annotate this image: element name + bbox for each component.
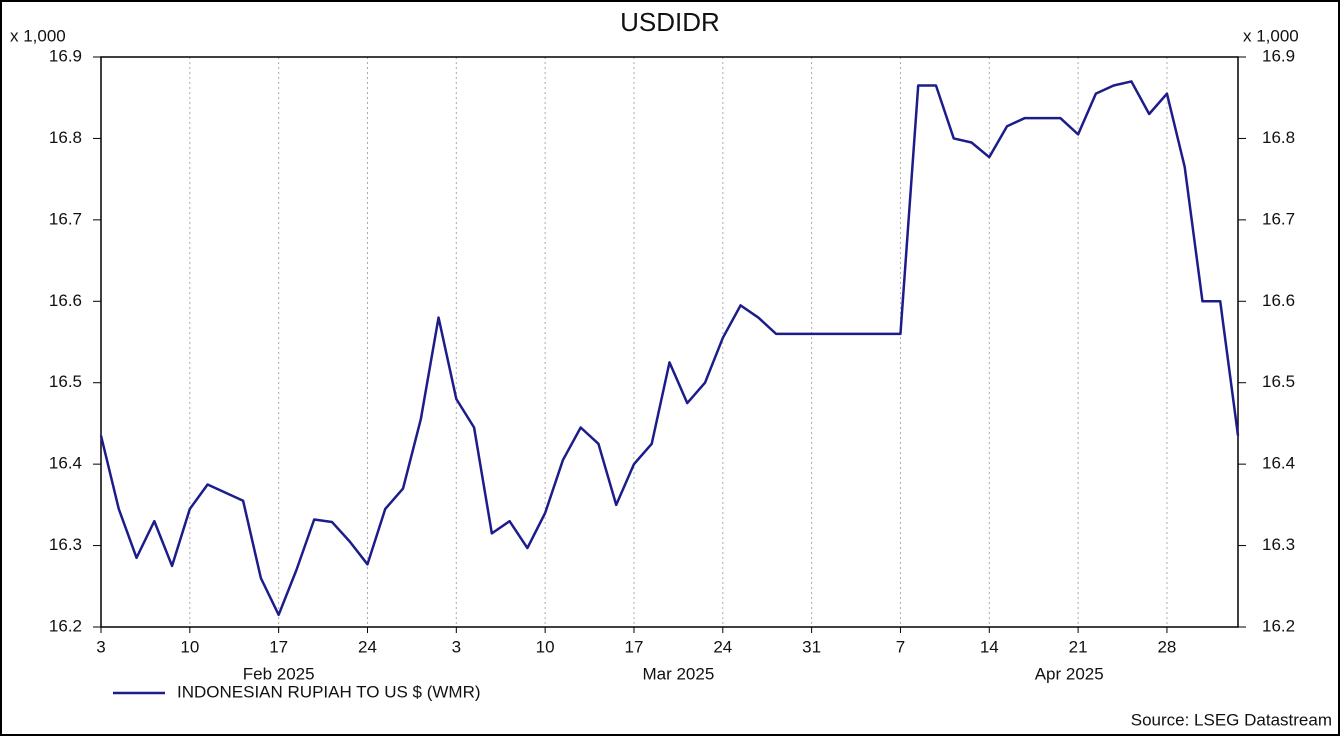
plot-frame: [100, 56, 1239, 628]
x-tick-label: 10: [180, 637, 199, 656]
y-tick-label: 16.6: [1262, 291, 1295, 310]
x-tick-label: 21: [1069, 637, 1088, 656]
y-tick-label: 16.8: [49, 128, 82, 147]
x-tick-label: 3: [96, 637, 105, 656]
y-tick-label: 16.9: [1262, 46, 1295, 65]
y-tick-label: 16.6: [49, 291, 82, 310]
y-tick-label: 16.3: [49, 535, 82, 554]
x-tick-label: 3: [452, 637, 461, 656]
x-tick-label: 31: [802, 637, 821, 656]
x-tick-label: 24: [713, 637, 732, 656]
month-label: Feb 2025: [243, 664, 315, 683]
y-tick-label: 16.7: [49, 209, 82, 228]
x-tick-label: 10: [536, 637, 555, 656]
y-tick-label: 16.4: [1262, 454, 1295, 473]
y-tick-label: 16.2: [49, 616, 82, 635]
y-tick-label: 16.4: [49, 454, 82, 473]
y-unit-left: x 1,000: [10, 26, 66, 45]
y-tick-label: 16.7: [1262, 209, 1295, 228]
x-tick-label: 17: [625, 637, 644, 656]
chart-title: USDIDR: [620, 7, 720, 37]
y-tick-label: 16.2: [1262, 616, 1295, 635]
month-label: Apr 2025: [1035, 664, 1104, 683]
y-tick-label: 16.9: [49, 46, 82, 65]
series-line: [99, 80, 1240, 617]
x-tick-label: 7: [896, 637, 905, 656]
y-unit-right: x 1,000: [1243, 26, 1299, 45]
x-tick-label: 28: [1157, 637, 1176, 656]
legend-label: INDONESIAN RUPIAH TO US $ (WMR): [177, 682, 481, 701]
x-tick-label: 17: [269, 637, 288, 656]
x-tick-label: 14: [980, 637, 999, 656]
x-tick-label: 24: [358, 637, 377, 656]
month-label: Mar 2025: [642, 664, 714, 683]
y-tick-label: 16.5: [49, 372, 82, 391]
y-tick-label: 16.8: [1262, 128, 1295, 147]
y-tick-label: 16.3: [1262, 535, 1295, 554]
source: Source: LSEG Datastream: [1131, 710, 1332, 729]
y-tick-label: 16.5: [1262, 372, 1295, 391]
